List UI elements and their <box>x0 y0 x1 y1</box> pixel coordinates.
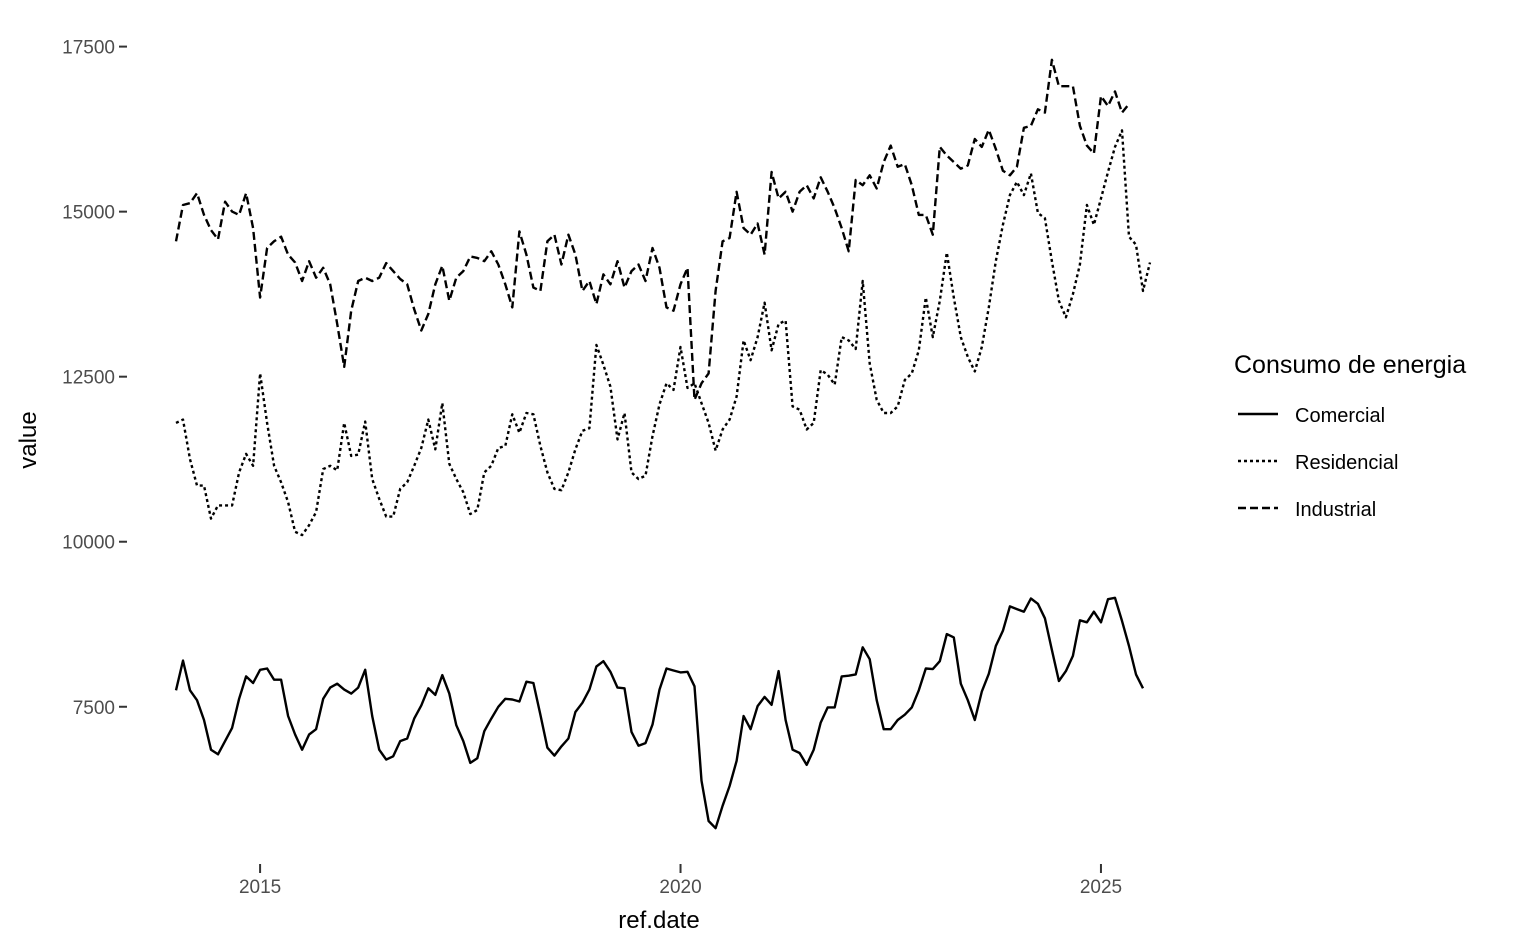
x-tick-label: 2015 <box>239 877 281 898</box>
series-line-industrial <box>174 58 1130 401</box>
x-axis: 2015 2020 2025 <box>239 864 1122 898</box>
y-tick-label: 12500 <box>62 368 115 389</box>
y-axis-title: value <box>15 411 42 468</box>
x-axis-title: ref.date <box>618 907 699 934</box>
legend-label-industrial: Industrial <box>1295 499 1376 521</box>
legend-title: Consumo de energia <box>1234 351 1466 379</box>
series-line-comercial <box>174 596 1145 830</box>
x-tick-label: 2020 <box>659 877 701 898</box>
legend-label-comercial: Comercial <box>1295 405 1385 427</box>
x-tick-label: 2025 <box>1080 877 1122 898</box>
y-axis: 7500 10000 12500 15000 17500 <box>62 38 127 719</box>
y-tick-label: 10000 <box>62 533 115 554</box>
series-layer <box>174 58 1152 830</box>
legend: Consumo de energia Comercial Residencial I… <box>1234 351 1466 521</box>
y-tick-label: 15000 <box>62 203 115 224</box>
y-tick-label: 17500 <box>62 38 115 59</box>
series-line-residencial <box>175 129 1152 537</box>
y-tick-label: 7500 <box>73 698 115 719</box>
legend-label-residencial: Residencial <box>1295 452 1398 474</box>
